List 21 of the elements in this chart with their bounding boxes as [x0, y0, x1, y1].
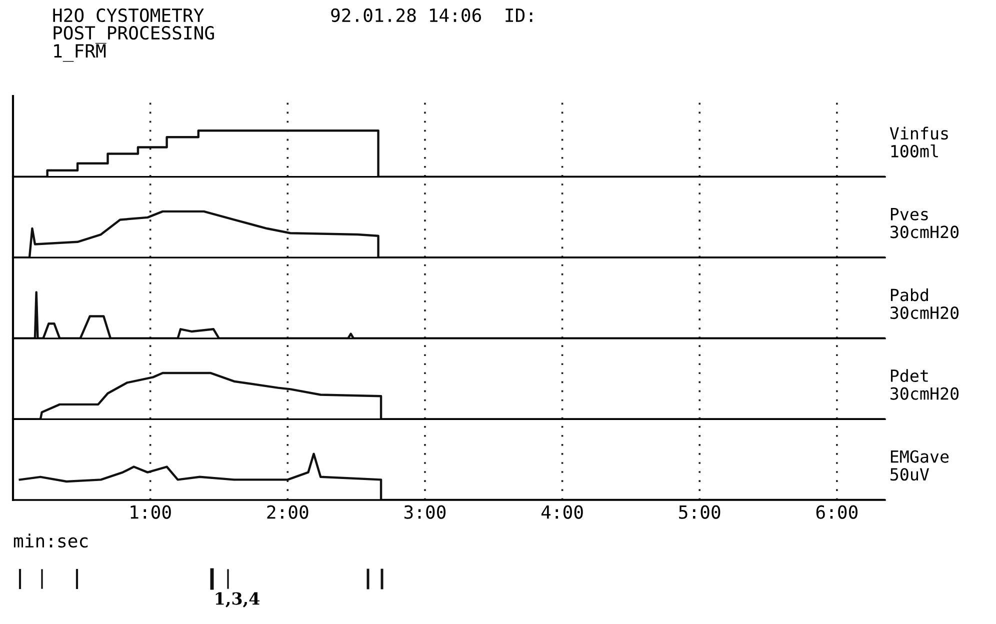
x-tick-label: 2:00 [267, 505, 308, 519]
text: 1,3,4 [216, 592, 260, 608]
text: Pabd [890, 288, 928, 302]
x-axis-title: min:sec [14, 534, 88, 548]
x-tick-label: 1:00 [130, 505, 171, 519]
text: Pdet [890, 369, 928, 382]
x-tick-label: 4:00 [541, 505, 583, 519]
x-tick-label: 3:00 [404, 505, 446, 519]
text: Pves [890, 208, 928, 220]
y-axis-title: 30cmH20 [890, 306, 959, 320]
y-axis-title: 50uV [890, 468, 930, 481]
text: EMGave [890, 450, 949, 463]
y-axis-title: 30cmH20 [890, 226, 959, 238]
x-tick-label: 5:00 [679, 505, 720, 519]
y-axis-title: 30cmH20 [890, 387, 959, 400]
chart-subtitle: POST_PROCESSING 1_FRM [54, 26, 214, 62]
y-axis-title: 100ml [891, 144, 938, 158]
text: Vinfus [890, 126, 948, 140]
x-tick-label: 6:00 [816, 505, 858, 519]
chart-title: H2O CYSTOMETRY [53, 8, 204, 22]
text: 92.01.28 14:06 ID: [331, 8, 532, 22]
